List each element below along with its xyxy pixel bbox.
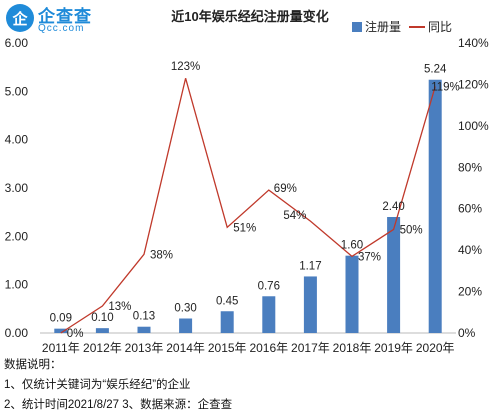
legend-line-swatch — [409, 25, 426, 28]
x-tick-label: 2016年 — [249, 341, 288, 355]
left-tick-label: 5.00 — [5, 84, 29, 98]
legend-bar-label: 注册量 — [365, 20, 402, 34]
legend-bar-swatch — [352, 21, 362, 32]
x-tick-label: 2015年 — [208, 341, 247, 355]
right-tick-label: 60% — [458, 202, 482, 216]
chart-legend: 注册量 同比 — [352, 18, 452, 35]
x-tick-label: 2018年 — [333, 341, 372, 355]
bar — [428, 79, 442, 333]
x-tick-label: 2020年 — [416, 341, 455, 355]
bar-value-label: 0.09 — [50, 313, 72, 325]
bar-value-label: 2.40 — [382, 201, 404, 213]
x-tick-label: 2019年 — [374, 341, 413, 355]
left-tick-label: 1.00 — [5, 278, 29, 292]
yoy-value-label: 0% — [67, 328, 84, 340]
bar — [137, 326, 151, 333]
logo-name: 企查查 — [38, 7, 92, 26]
logo-mark-icon: 企 — [6, 4, 34, 32]
left-tick-label: 6.00 — [5, 36, 29, 50]
bar — [262, 296, 276, 333]
yoy-value-label: 37% — [358, 251, 381, 263]
yoy-value-label: 38% — [150, 249, 173, 261]
bar-value-label: 1.60 — [341, 240, 363, 252]
left-tick-label: 2.00 — [5, 229, 29, 243]
yoy-value-label: 13% — [108, 301, 131, 313]
right-tick-label: 120% — [458, 77, 489, 91]
right-tick-label: 80% — [458, 160, 482, 174]
bar — [179, 318, 193, 333]
brand-logo: 企 企查查 Qcc.com — [6, 2, 116, 38]
bar — [303, 276, 317, 333]
bar-value-label: 0.76 — [258, 280, 280, 292]
right-tick-label: 0% — [458, 326, 476, 340]
logo-url: Qcc.com — [38, 23, 85, 34]
x-tick-label: 2014年 — [166, 341, 205, 355]
bar — [95, 328, 109, 333]
notes-line-1: 1、仅统计关键词为“娱乐经纪”的企业 — [4, 379, 191, 391]
yoy-value-label: 69% — [274, 183, 297, 195]
right-tick-label: 40% — [458, 243, 482, 257]
bar-value-label: 0.10 — [91, 312, 113, 324]
yoy-value-label: 51% — [233, 222, 256, 234]
left-tick-label: 4.00 — [5, 133, 29, 147]
bar-value-label: 0.30 — [174, 303, 196, 315]
notes-heading: 数据说明： — [4, 359, 62, 371]
legend-line-label: 同比 — [428, 20, 453, 34]
left-tick-label: 3.00 — [5, 181, 29, 195]
notes-line-2: 2、统计时间2021/8/27 3、数据来源：企查查 — [4, 399, 233, 411]
yoy-value-label: 123% — [171, 61, 200, 73]
bar — [220, 311, 234, 333]
data-notes: 数据说明： 1、仅统计关键词为“娱乐经纪”的企业 2、统计时间2021/8/27… — [4, 355, 232, 415]
yoy-value-label: 119% — [431, 82, 460, 94]
right-tick-label: 20% — [458, 285, 482, 299]
yoy-value-label: 50% — [400, 224, 423, 236]
chart-title: 近10年娱乐经纪注册量变化 — [171, 9, 329, 24]
yoy-line — [60, 78, 436, 334]
bar — [387, 217, 401, 333]
yoy-value-label: 54% — [283, 210, 306, 222]
right-tick-label: 100% — [458, 119, 489, 133]
bar — [54, 328, 68, 333]
x-tick-label: 2017年 — [291, 341, 330, 355]
x-tick-label: 2011年 — [42, 341, 80, 355]
bar-value-label: 1.17 — [299, 260, 321, 272]
left-tick-label: 0.00 — [5, 326, 29, 340]
bar-value-label: 0.13 — [133, 311, 155, 323]
x-tick-label: 2012年 — [83, 341, 122, 355]
bar-value-label: 5.24 — [424, 64, 447, 76]
bar-value-label: 0.45 — [216, 295, 238, 307]
x-tick-label: 2013年 — [125, 341, 164, 355]
bar — [345, 255, 359, 333]
right-tick-label: 140% — [458, 36, 489, 50]
